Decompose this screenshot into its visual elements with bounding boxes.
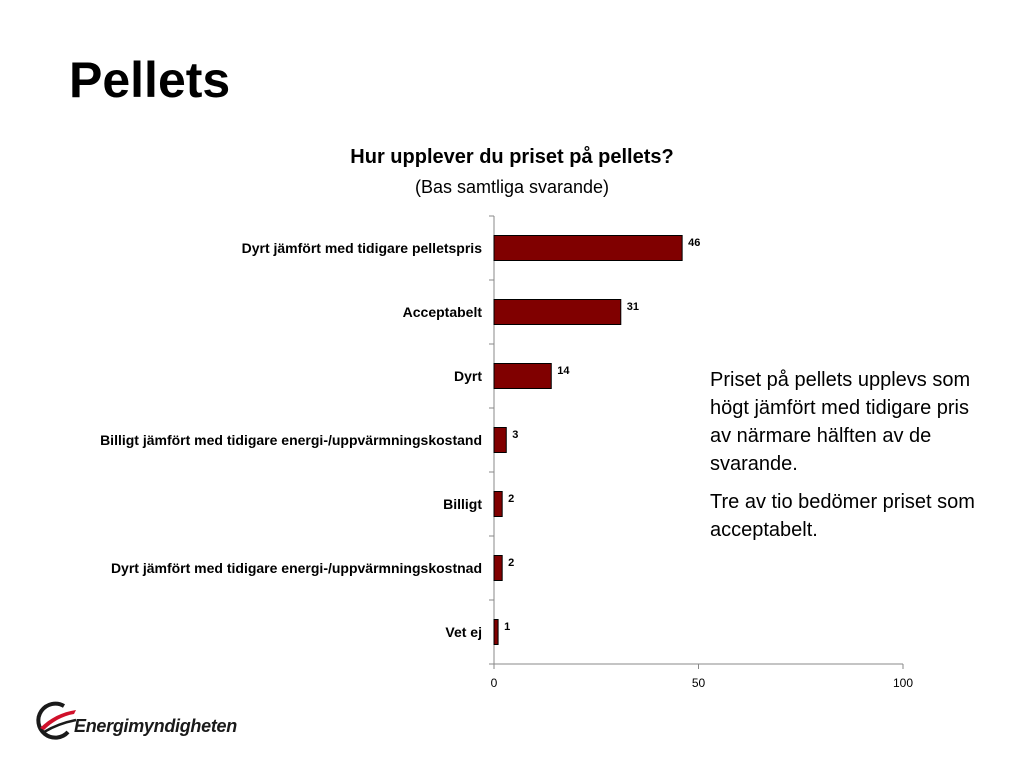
logo-icon xyxy=(36,701,77,740)
category-label: Vet ej xyxy=(445,624,482,640)
bar xyxy=(493,427,507,453)
category-label: Dyrt jämfört med tidigare pelletspris xyxy=(242,240,483,256)
data-label: 2 xyxy=(508,557,514,569)
x-tick-label: 50 xyxy=(692,676,706,690)
x-tick-label: 0 xyxy=(491,676,498,690)
category-label: Billigt jämfört med tidigare energi-/upp… xyxy=(100,432,482,448)
bar xyxy=(493,491,503,517)
bar xyxy=(493,363,552,389)
chart-subtitle: (Bas samtliga svarande) xyxy=(414,177,610,197)
category-label: Acceptabelt xyxy=(403,304,483,320)
data-label: 46 xyxy=(688,237,700,249)
bar xyxy=(493,235,683,261)
data-label: 1 xyxy=(504,621,510,633)
chart-title: Hur upplever du priset på pellets? xyxy=(350,146,674,168)
category-label: Dyrt xyxy=(454,368,482,384)
category-label: Dyrt jämfört med tidigare energi-/uppvär… xyxy=(111,560,482,576)
slide-title: Pellets xyxy=(69,52,231,108)
category-label: Billigt xyxy=(443,496,482,512)
x-tick-label: 100 xyxy=(893,676,913,690)
logo-text: Energimyndigheten xyxy=(74,716,237,736)
bar xyxy=(493,619,499,645)
data-label: 3 xyxy=(512,429,518,441)
bar xyxy=(493,299,622,325)
bar xyxy=(493,555,503,581)
side-note: Priset på pellets upplevs som högt jämfö… xyxy=(710,366,980,554)
data-label: 14 xyxy=(557,365,570,377)
note-paragraph: Priset på pellets upplevs som högt jämfö… xyxy=(710,369,971,475)
note-paragraph: Tre av tio bedömer priset som acceptabel… xyxy=(710,491,975,541)
data-label: 2 xyxy=(508,493,514,505)
energimyndigheten-logo: Energimyndigheten xyxy=(34,698,264,744)
data-label: 31 xyxy=(627,301,639,313)
